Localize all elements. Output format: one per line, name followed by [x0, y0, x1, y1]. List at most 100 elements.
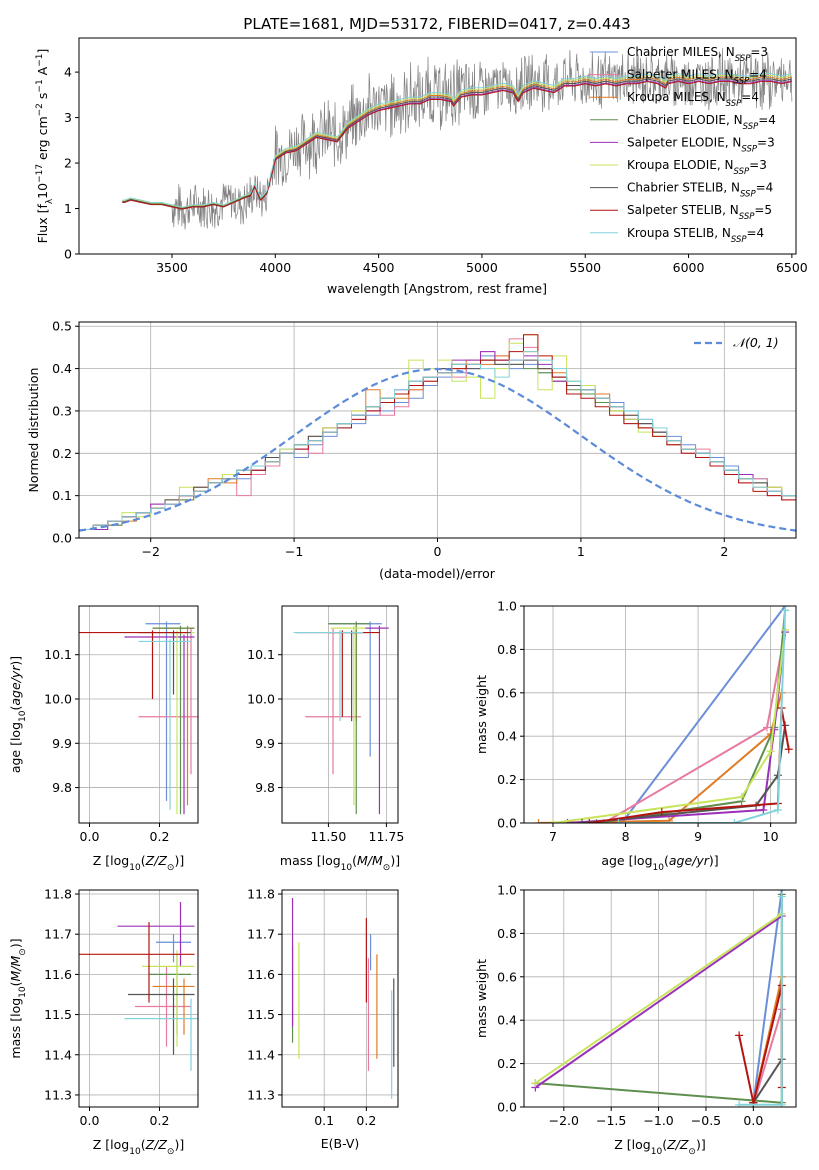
- errorbar-point: [124, 998, 198, 1071]
- x-tick-label: 6500: [776, 260, 808, 275]
- weight-series: [534, 915, 783, 1089]
- weight-marker: [735, 1031, 744, 1040]
- x-tick-label: 2: [720, 544, 728, 559]
- y-tick-label: 3: [64, 110, 72, 125]
- weight-series: [752, 1058, 783, 1104]
- legend-label: Kroupa MILES, NSSP=4: [627, 90, 759, 109]
- panel-mass-vs-EBV: 0.1 0.2 11.3 11.4 11.5 11.6 11.7 11.8: [247, 887, 399, 1128]
- x-tick-label: 0.0: [743, 1113, 763, 1128]
- y-tick-label: 0.4: [52, 361, 72, 376]
- y-tick-label: 11.8: [247, 887, 275, 902]
- x-tick-label: 3500: [156, 260, 188, 275]
- errorbar-point: [365, 625, 389, 815]
- x-axis-label: Z [log10(Z/Z⊙)]: [614, 1137, 705, 1157]
- x-axis-label: (data-model)/error: [379, 566, 496, 581]
- weight-marker: [614, 819, 623, 823]
- weight-marker: [585, 819, 594, 823]
- panel-mass-vs-Z: 0.0 0.2 11.3 11.4 11.5 11.6 11.7 11.8 Z [log10(Z…: [8, 887, 199, 1157]
- y-tick-label: 11.8: [44, 887, 72, 902]
- y-tick-label: 9.8: [52, 780, 72, 795]
- x-tick-label: −2: [141, 544, 159, 559]
- y-tick-label: 11.6: [44, 967, 72, 982]
- figure-title: PLATE=1681, MJD=53172, FIBERID=0417, z=0…: [243, 15, 630, 33]
- y-tick-label: 0.0: [52, 531, 72, 546]
- y-tick-label: 0.8: [497, 926, 517, 941]
- y-tick-label: 9.9: [52, 736, 72, 751]
- legend-label: 𝒩(0, 1): [733, 335, 779, 350]
- weight-series: [552, 629, 787, 823]
- weight-marker: [730, 819, 739, 823]
- x-tick-label: 0.0: [80, 829, 100, 844]
- x-tick-label: −1.5: [596, 1113, 626, 1128]
- weight-marker: [657, 808, 666, 817]
- x-tick-label: 7: [549, 829, 557, 844]
- legend-label: Salpeter MILES, NSSP=4: [627, 68, 767, 87]
- y-axis-label: mass [log10(M/M⊙)]: [8, 938, 28, 1058]
- x-tick-label: −1: [285, 544, 303, 559]
- y-tick-label: 11.3: [247, 1087, 275, 1102]
- panel-age-vs-Z: 0.0 0.2 9.8 9.9 10.0 10.1 Z [log10(Z/Z⊙)] age […: [8, 605, 199, 873]
- plot-area: [79, 621, 198, 815]
- y-tick-label: 11.6: [247, 967, 275, 982]
- weight-marker: [781, 606, 790, 615]
- weight-marker: [578, 819, 587, 823]
- y-axis-label: Normed distribution: [26, 368, 41, 493]
- weight-marker: [534, 819, 543, 823]
- errorbar-point: [145, 621, 181, 801]
- legend-label: Salpeter STELIB, NSSP=5: [627, 203, 772, 222]
- legend-label: Chabrier STELIB, NSSP=4: [627, 181, 773, 200]
- plot-area: [291, 898, 395, 1099]
- axes-frame: [78, 37, 797, 255]
- x-tick-label: −2.0: [549, 1113, 579, 1128]
- errorbar-point: [117, 902, 195, 967]
- legend: Chabrier MILES, NSSP=3 Salpeter MILES, NS…: [590, 45, 776, 245]
- model-line: [122, 81, 792, 210]
- plot-area: [534, 606, 793, 823]
- y-tick-label: 0.0: [497, 816, 517, 831]
- errorbar-point: [330, 625, 366, 806]
- panel-spectrum: 3500 4000 4500 5000 5500 6000 6500 0 1 2 3 4 wavelen…: [35, 37, 808, 296]
- weight-marker: [773, 805, 782, 814]
- gaussian-curve: [79, 367, 796, 532]
- weight-series: [618, 610, 787, 823]
- y-tick-label: 9.9: [255, 736, 275, 751]
- y-tick-label: 0.8: [497, 642, 517, 657]
- y-tick-label: 0.5: [52, 319, 72, 334]
- errorbar-point: [152, 625, 195, 815]
- panel-weight-vs-Z: −2.0 −1.5 −1.0 −0.5 0.0 0.0 0.2 0.4 0.6 0.8 1.0 Z […: [474, 883, 797, 1157]
- y-tick-label: 1.0: [497, 599, 517, 614]
- y-tick-label: 4: [64, 65, 72, 80]
- errorbar-point: [305, 628, 361, 775]
- y-tick-label: 11.7: [44, 927, 72, 942]
- x-tick-label: 9: [694, 829, 702, 844]
- y-tick-label: 11.5: [247, 1007, 275, 1022]
- model-line: [122, 76, 792, 209]
- x-tick-label: −0.5: [691, 1113, 721, 1128]
- weight-marker: [665, 816, 674, 823]
- x-tick-label: 4000: [259, 260, 291, 275]
- x-axis-label: Z [log10(Z/Z⊙)]: [93, 1137, 184, 1157]
- y-tick-label: 0.2: [52, 446, 72, 461]
- x-tick-label: 0.2: [150, 1113, 170, 1128]
- y-tick-label: 0.2: [497, 772, 517, 787]
- errorbar-point: [79, 922, 195, 1003]
- weight-marker: [531, 1079, 540, 1088]
- weight-series: [581, 725, 787, 823]
- plot-area: [79, 334, 796, 532]
- axes-frame: [78, 889, 199, 1108]
- y-tick-label: 11.4: [44, 1047, 72, 1062]
- observed-spectrum: [171, 48, 793, 230]
- x-axis-label: age [log10(age/yr)]: [601, 853, 718, 873]
- x-tick-label: 4500: [363, 260, 395, 275]
- panel-residuals: −2 −1 0 1 2 0.0 0.1 0.2 0.3 0.4 0.5 (data-model)/er…: [26, 319, 797, 581]
- x-tick-label: 8: [622, 829, 630, 844]
- axes-frame: [281, 605, 399, 824]
- weight-marker: [735, 1100, 744, 1107]
- errorbar-point: [293, 630, 364, 722]
- x-tick-label: 1: [577, 544, 585, 559]
- weight-series: [621, 606, 786, 823]
- legend-label: Kroupa ELODIE, NSSP=3: [627, 158, 767, 177]
- y-tick-label: 0.2: [497, 1056, 517, 1071]
- weight-marker: [777, 1100, 786, 1107]
- plot-area: [293, 621, 389, 815]
